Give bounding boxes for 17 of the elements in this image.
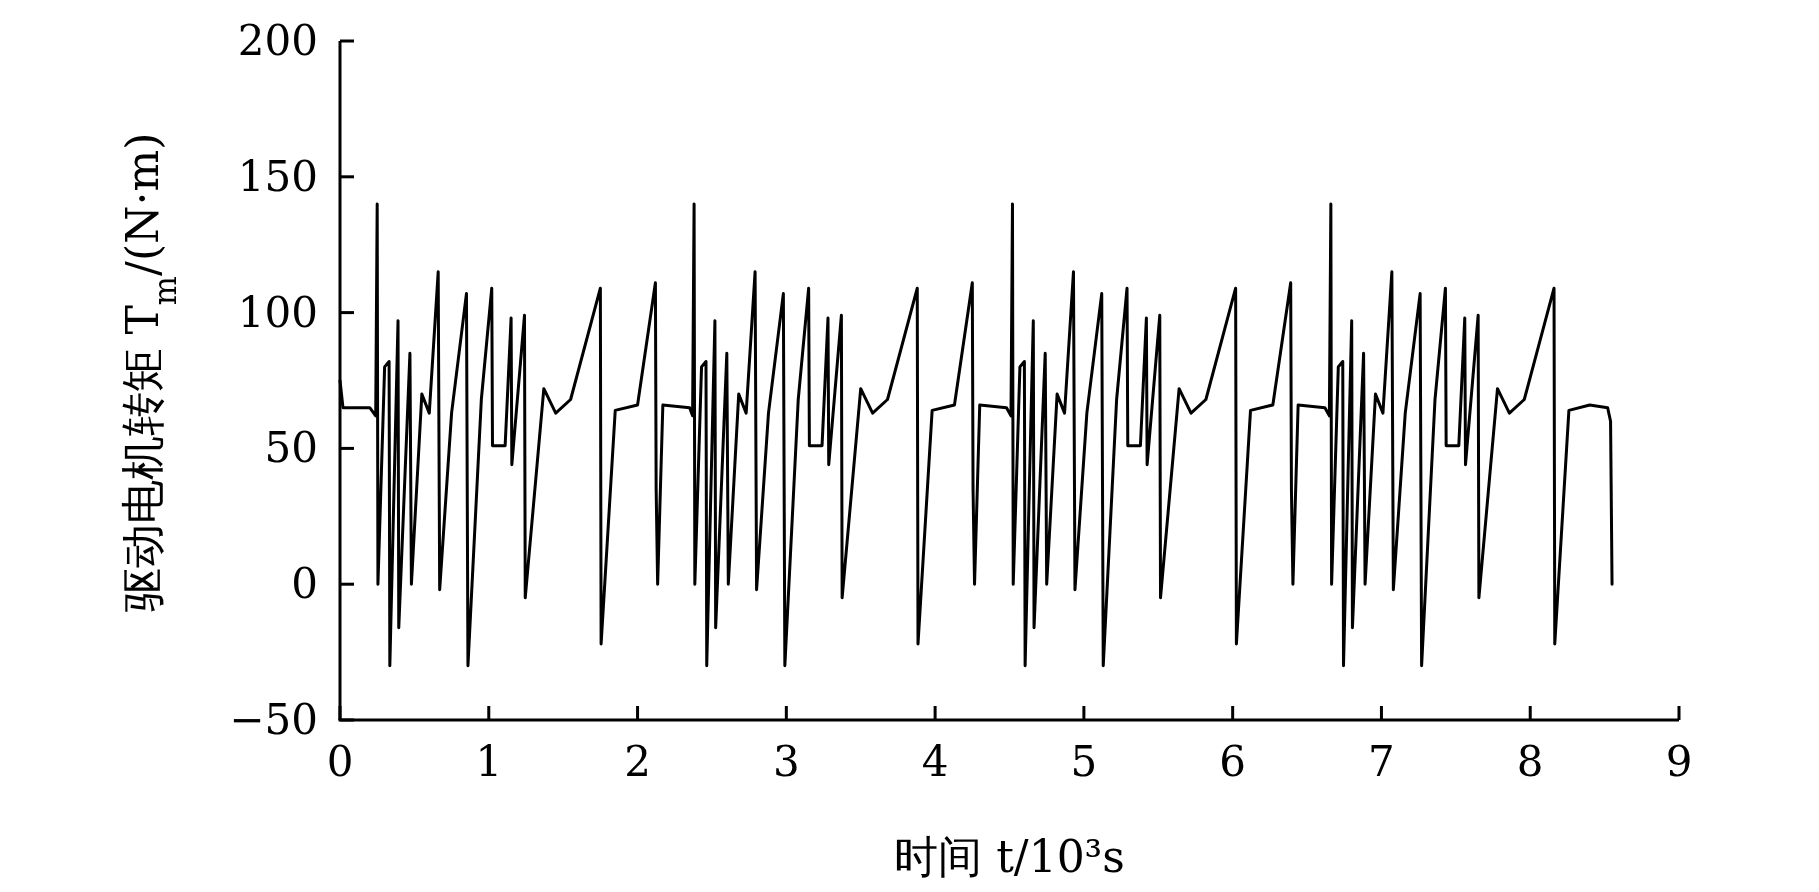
x-tick-label: 5	[1070, 737, 1098, 786]
x-tick-label: 6	[1219, 737, 1247, 786]
y-tick-label: 0	[291, 559, 318, 609]
x-tick-label: 1	[475, 737, 503, 786]
x-tick-label: 8	[1516, 737, 1544, 786]
x-tick-label: 4	[921, 737, 949, 786]
y-tick-label: −50	[229, 695, 318, 744]
x-tick-label: 0	[326, 737, 354, 786]
y-tick-label: 100	[237, 287, 318, 337]
x-axis-title: 时间 t/10³s	[894, 831, 1125, 882]
x-tick-label: 3	[772, 737, 800, 786]
y-tick-label: 50	[264, 423, 318, 473]
x-tick-label: 9	[1665, 737, 1693, 786]
x-tick-label: 7	[1368, 737, 1395, 786]
y-tick-label: 200	[237, 16, 318, 65]
x-tick-label: 2	[624, 737, 651, 786]
y-tick-label: 150	[237, 151, 318, 201]
